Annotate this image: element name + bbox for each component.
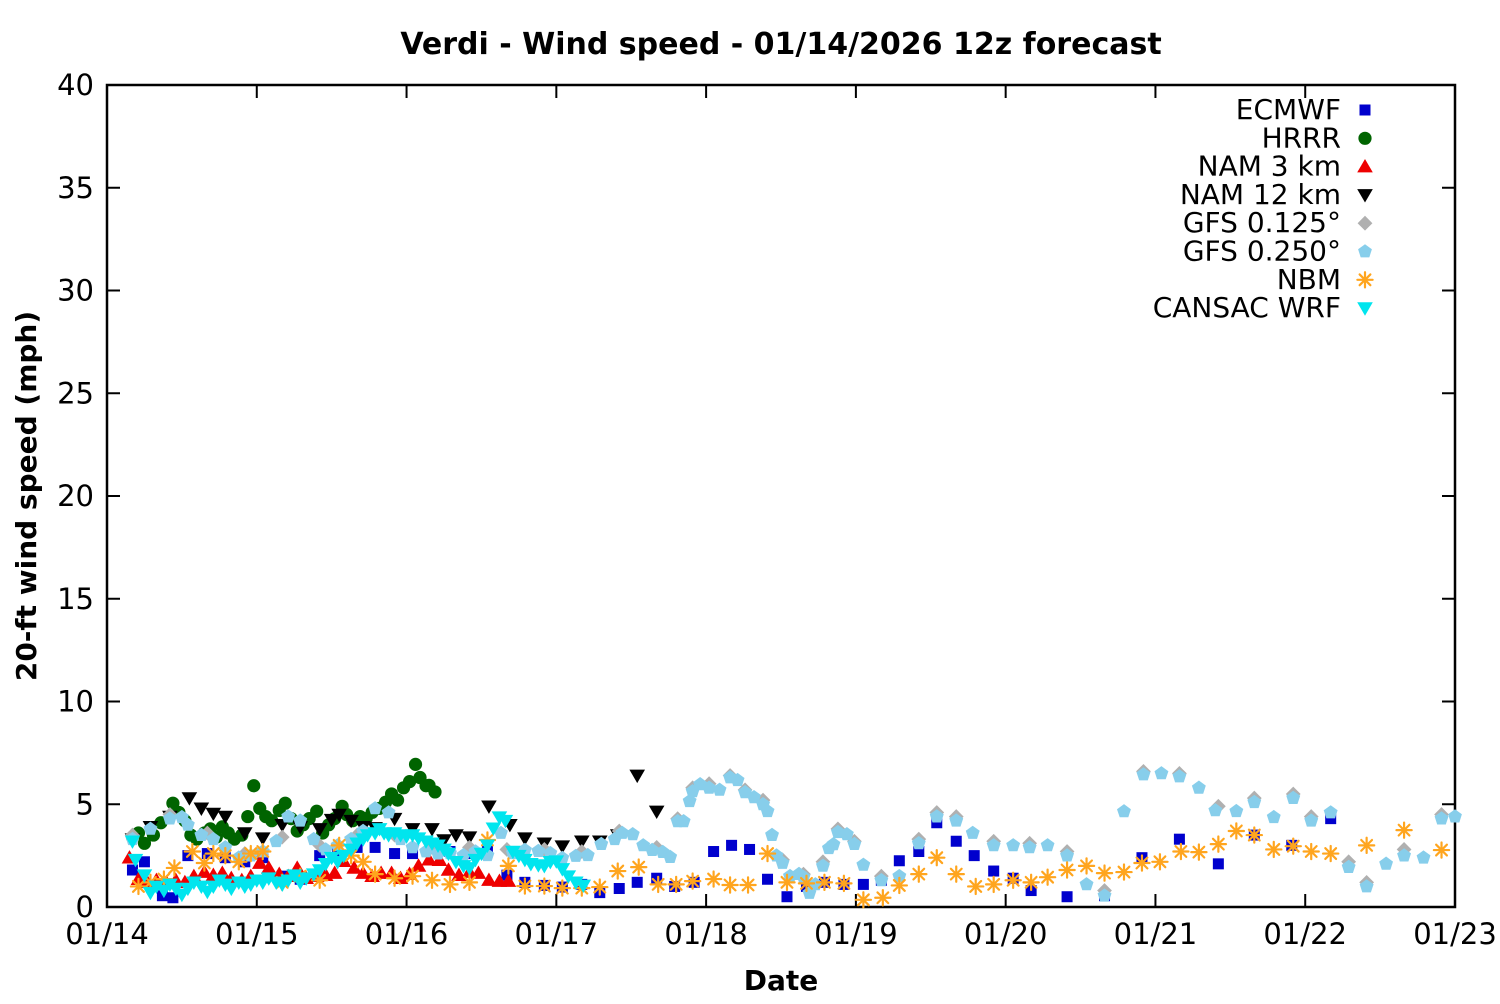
y-tick-label: 25 [57, 376, 94, 410]
y-tick-label: 20 [57, 479, 94, 513]
legend-label: NAM 12 km [1180, 178, 1341, 211]
legend-label: ECMWF [1236, 93, 1341, 126]
x-tick-label: 01/23 [1413, 917, 1497, 951]
x-tick-label: 01/15 [215, 917, 299, 951]
x-tick-label: 01/17 [515, 917, 599, 951]
x-tick-label: 01/22 [1263, 917, 1347, 951]
series-cansac-wrf [124, 811, 592, 903]
legend-label: NAM 3 km [1198, 150, 1341, 183]
legend-item-gfs-0-250-: GFS 0.250° [1183, 235, 1372, 268]
legend-item-nam-3-km: NAM 3 km [1198, 150, 1373, 183]
series-gfs-0-250- [125, 766, 1462, 902]
data-points [121, 757, 1462, 909]
y-tick-label: 5 [76, 787, 94, 821]
y-tick-label: 10 [57, 685, 94, 719]
x-tick-label: 01/21 [1114, 917, 1198, 951]
y-tick-label: 35 [57, 171, 94, 205]
y-axis-label: 20-ft wind speed (mph) [10, 311, 43, 681]
x-axis-label: Date [744, 964, 819, 997]
legend-item-ecmwf: ECMWF [1236, 93, 1371, 126]
x-tick-label: 01/19 [814, 917, 898, 951]
legend-item-gfs-0-125-: GFS 0.125° [1183, 206, 1373, 239]
y-tick-label: 15 [57, 582, 94, 616]
x-tick-label: 01/18 [664, 917, 748, 951]
plot-axes: 01/14 01/15 01/16 01/17 01/18 01/19 01/20 01/21… [57, 68, 1497, 951]
chart-title: Verdi - Wind speed - 01/14/2026 12z fore… [400, 27, 1161, 62]
legend-item-cansac-wrf: CANSAC WRF [1153, 291, 1373, 324]
x-tick-label: 01/14 [65, 917, 149, 951]
series-nbm [129, 821, 1451, 909]
legend-label: NBM [1277, 263, 1341, 296]
legend-label: GFS 0.125° [1183, 206, 1341, 239]
legend-item-hrrr: HRRR [1262, 121, 1372, 154]
x-tick-label: 01/16 [365, 917, 449, 951]
legend-item-nbm: NBM [1277, 263, 1374, 296]
y-tick-label: 0 [76, 890, 94, 924]
legend-label: GFS 0.250° [1183, 235, 1341, 268]
legend-item-nam-12-km: NAM 12 km [1180, 178, 1373, 211]
y-tick-label: 40 [57, 68, 94, 102]
legend-label: HRRR [1262, 121, 1341, 154]
x-tick-label: 01/20 [964, 917, 1048, 951]
y-tick-label: 30 [57, 274, 94, 308]
legend-label: CANSAC WRF [1153, 291, 1341, 324]
